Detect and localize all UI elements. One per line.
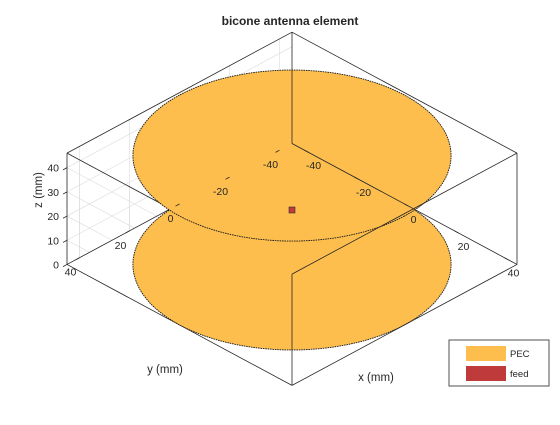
x-tick — [304, 149, 309, 153]
z-tick — [62, 239, 68, 243]
z-tick-label: 20 — [47, 211, 59, 223]
chart-title: bicone antenna element — [222, 14, 359, 28]
x-tick-label: 40 — [508, 268, 520, 280]
y-tick-label: -20 — [213, 186, 228, 198]
feed-point — [288, 206, 296, 214]
y-tick — [175, 203, 180, 207]
box-edge-front — [291, 264, 518, 386]
box-edge-back — [66, 31, 293, 154]
x-tick — [354, 176, 359, 180]
box-edge-back — [66, 264, 293, 386]
z-tick — [62, 215, 68, 219]
pec-disc-1 — [132, 69, 452, 242]
z-axis-label: z (mm) — [33, 172, 45, 208]
z-tick-label: 30 — [47, 187, 59, 199]
y-tick — [125, 230, 130, 234]
y-tick — [225, 176, 230, 180]
y-tick-label: 20 — [115, 240, 127, 252]
legend-label-feed: feed — [510, 369, 529, 380]
legend-swatch-feed — [466, 366, 506, 381]
box-edge-front — [291, 31, 518, 154]
z-tick-label: 40 — [47, 163, 59, 175]
y-tick — [275, 149, 280, 153]
x-tick — [454, 230, 459, 234]
box-edge-front — [291, 152, 518, 275]
x-tick-label: 20 — [458, 241, 470, 253]
z-tick — [62, 167, 68, 171]
objects-layer — [132, 69, 452, 351]
ticks-layer: -40 -20 0 20 40 -40 -20 0 20 40 0 10 20 30 40 — [47, 149, 520, 280]
legend-swatch-pec — [466, 346, 506, 361]
x-tick — [404, 203, 409, 207]
z-tick-label: 10 — [47, 235, 59, 247]
z-tick — [62, 264, 68, 268]
x-tick-label: -20 — [356, 187, 371, 199]
legend: PEC feed — [448, 339, 550, 387]
z-tick — [62, 191, 68, 195]
y-tick — [75, 257, 80, 261]
y-axis-label: y (mm) — [147, 364, 183, 376]
y-tick-label: 40 — [65, 267, 77, 279]
y-tick-label: -40 — [263, 159, 278, 171]
x-axis-label: x (mm) — [358, 372, 394, 384]
legend-label-pec: PEC — [510, 349, 530, 360]
x-tick-label: -40 — [306, 160, 321, 172]
x-tick-label: 0 — [411, 214, 417, 226]
y-tick-label: 0 — [168, 213, 174, 225]
z-tick-label: 0 — [53, 259, 59, 271]
x-tick — [504, 257, 509, 261]
